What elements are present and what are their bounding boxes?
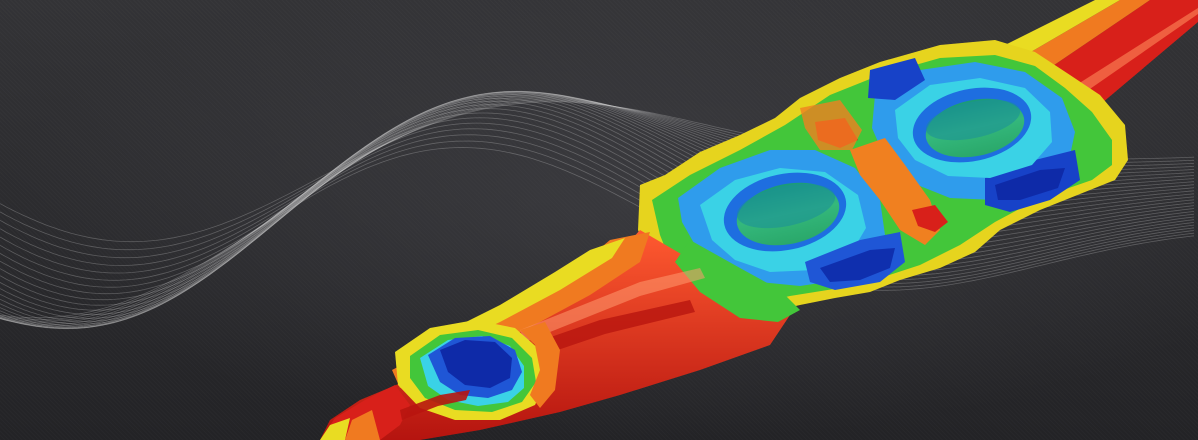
end-tip-ribs [400,390,470,420]
wave-line [0,117,1195,327]
right-lobe-deep-blue [995,168,1065,200]
right-lobe-dark-blue [868,58,925,100]
lower-arm-highlight [520,268,705,342]
wave-line [0,100,1195,330]
wave-line [0,122,1195,325]
end-eye-deep-blue [440,340,512,388]
wave-line [0,97,1195,329]
wave-line [0,128,1195,324]
wave-line [0,95,1195,328]
wave-line [0,108,1195,329]
right-bore-rim-shadow [925,99,1021,141]
end-tip-yellow [320,418,350,440]
end-tip-orange [345,410,380,440]
central-bridge-red [912,205,948,232]
upper-bridge-orange [800,100,862,150]
left-lobe-deep-blue [820,248,895,282]
wave-line [0,140,1195,320]
wave-line [0,134,1195,322]
end-eye-orange-right [520,322,560,408]
left-bore-rim-shadow [736,183,836,229]
wave-line [0,104,1195,329]
stress-contour-bracket [320,0,1198,440]
lower-arm-green-lobe-edge [675,240,800,322]
wave-line [0,112,1195,328]
wave-line [0,147,1195,319]
